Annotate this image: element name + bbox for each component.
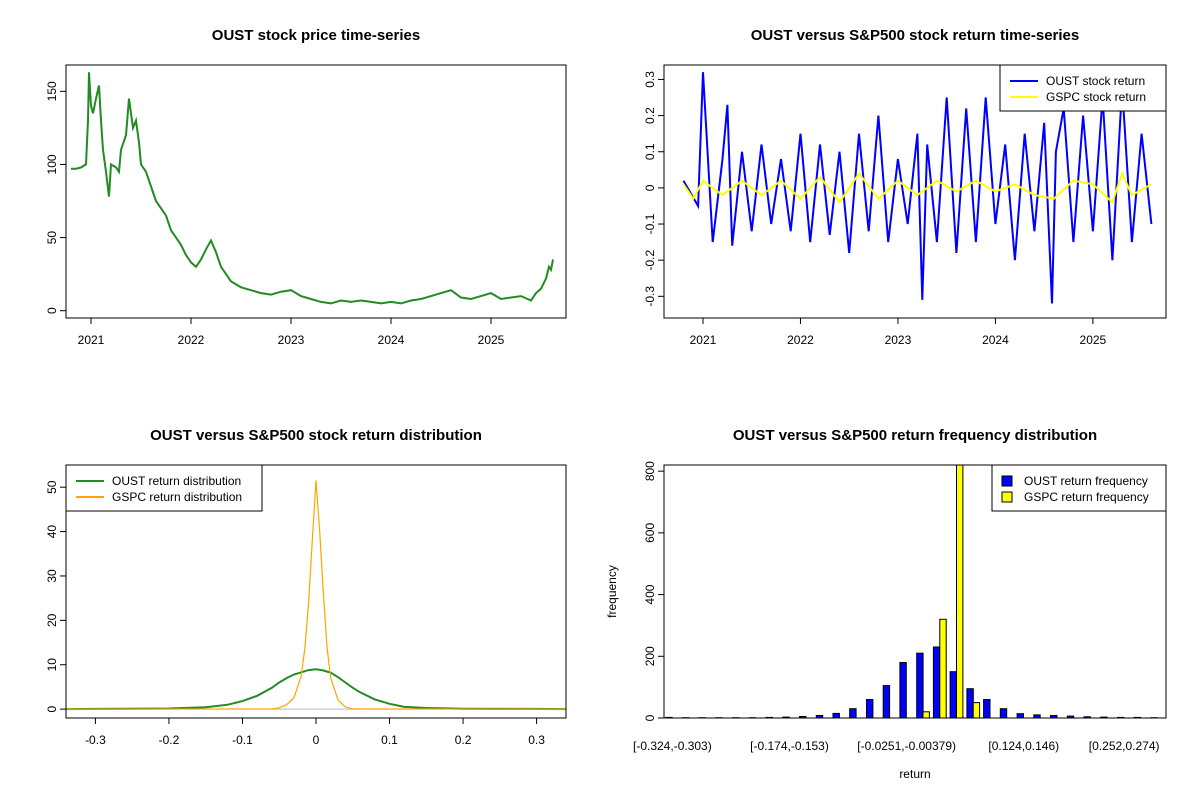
- legend-label: GSPC stock return: [1046, 90, 1146, 104]
- y-tick-label: 40: [45, 525, 59, 539]
- legend-box: [65, 464, 263, 512]
- x-tick-label: 2025: [478, 333, 505, 347]
- y-tick-label: 20: [45, 613, 59, 627]
- plot-frame: [65, 464, 567, 719]
- legend-box: [991, 464, 1167, 512]
- x-tick-label: [0.124,0.146): [988, 739, 1059, 753]
- bar-oust: [1033, 714, 1041, 718]
- bar-oust: [832, 712, 840, 718]
- y-tick-label: 0: [45, 705, 59, 712]
- y-tick-label: -0.3: [643, 286, 657, 307]
- x-tick-label: [-0.0251,-0.00379): [857, 739, 956, 753]
- chart-title: OUST stock price time-series: [212, 27, 420, 44]
- y-tick-label: 200: [643, 646, 657, 666]
- x-tick-label: [0.252,0.274): [1089, 739, 1160, 753]
- bar-oust: [882, 685, 891, 718]
- x-tick-label: 0: [313, 733, 320, 747]
- y-tick-label: 100: [45, 154, 59, 174]
- bar-gspc: [939, 618, 947, 718]
- legend: OUST return distribution GSPC return dist…: [65, 464, 263, 512]
- x-tick-label: 0.1: [381, 733, 398, 747]
- bar-oust: [932, 646, 941, 718]
- y-tick-label: 0: [643, 184, 657, 191]
- y-tick-label: 30: [45, 569, 59, 583]
- x-tick-label: 2024: [982, 333, 1009, 347]
- bar-oust: [1050, 715, 1058, 718]
- chart-panel-4: OUST versus S&P500 return frequency dist…: [605, 427, 1167, 781]
- legend: OUST return frequency GSPC return frequen…: [991, 464, 1167, 512]
- x-tick-label: -0.2: [159, 733, 180, 747]
- y-tick-label: 600: [643, 523, 657, 543]
- y-axis-label: frequency: [605, 565, 619, 618]
- chart-panel-2: OUST versus S&P500 stock return time-ser…: [643, 27, 1167, 347]
- x-tick-label: -0.1: [232, 733, 253, 747]
- y-tick-label: 400: [643, 584, 657, 604]
- y-tick-label: -0.1: [643, 213, 657, 234]
- series-line-1: [682, 72, 1153, 304]
- x-tick-label: -0.3: [85, 733, 106, 747]
- series-line-2: [682, 170, 1152, 205]
- series-line-2: [66, 480, 566, 710]
- bar-oust: [799, 716, 807, 718]
- chart-panel-3: OUST versus S&P500 stock return distribu…: [45, 427, 567, 747]
- y-tick-label: -0.2: [643, 250, 657, 271]
- bar-oust: [949, 671, 957, 718]
- y-tick-label: 0.1: [643, 143, 657, 160]
- y-tick-label: 0.3: [643, 71, 657, 88]
- legend-swatch: [1001, 475, 1013, 487]
- x-tick-label: 2022: [178, 333, 205, 347]
- bar-oust: [983, 699, 991, 718]
- y-tick-label: 0: [643, 714, 657, 721]
- chart-title: OUST versus S&P500 return frequency dist…: [733, 427, 1097, 444]
- x-tick-label: 0.2: [455, 733, 472, 747]
- bar-oust: [815, 715, 824, 718]
- x-tick-label: 2023: [885, 333, 912, 347]
- legend: OUST stock return GSPC stock return: [999, 64, 1167, 112]
- x-tick-label: 2021: [78, 333, 105, 347]
- y-tick-label: 50: [45, 480, 59, 494]
- legend-swatch: [1001, 491, 1013, 503]
- bar-oust: [849, 708, 857, 718]
- plot-frame: [65, 64, 567, 319]
- legend-label: GSPC return frequency: [1024, 490, 1149, 504]
- x-tick-label: 2022: [787, 333, 814, 347]
- chart-panel-1: OUST stock price time-series 0 50 100 150 202…: [45, 27, 567, 347]
- y-tick-label: 800: [643, 461, 657, 481]
- plot-frame: [663, 464, 1167, 719]
- y-tick-label: 0: [45, 307, 59, 314]
- bar-gspc: [972, 702, 981, 718]
- series-line-1: [71, 72, 554, 305]
- x-axis-label: return: [899, 767, 930, 781]
- bar-oust: [966, 688, 974, 718]
- bar-gspc: [922, 711, 930, 718]
- legend-box: [999, 64, 1167, 112]
- chart-title: OUST versus S&P500 stock return time-ser…: [751, 27, 1079, 44]
- bar-oust: [1016, 713, 1024, 718]
- x-tick-label: 2025: [1080, 333, 1107, 347]
- legend-label: OUST return frequency: [1024, 474, 1148, 488]
- bar-oust: [866, 699, 874, 718]
- bar-oust: [899, 662, 907, 718]
- bar-oust: [999, 708, 1008, 718]
- x-tick-label: 2021: [690, 333, 717, 347]
- legend-label: OUST stock return: [1046, 74, 1145, 88]
- x-tick-label: [-0.324,-0.303): [633, 739, 712, 753]
- y-tick-label: 10: [45, 658, 59, 672]
- legend-label: OUST return distribution: [112, 474, 241, 488]
- bar-gspc: [956, 465, 964, 718]
- y-tick-label: 0.2: [643, 107, 657, 124]
- y-tick-label: 150: [45, 81, 59, 101]
- series-line-1: [66, 668, 566, 711]
- y-tick-label: 50: [45, 231, 59, 245]
- x-tick-label: 2024: [378, 333, 405, 347]
- plot-frame: [663, 64, 1167, 319]
- chart-title: OUST versus S&P500 stock return distribu…: [150, 427, 482, 444]
- legend-label: GSPC return distribution: [112, 490, 242, 504]
- x-tick-label: 2023: [278, 333, 305, 347]
- x-tick-label: [-0.174,-0.153): [750, 739, 829, 753]
- x-tick-label: 0.3: [528, 733, 545, 747]
- bar-oust: [916, 652, 924, 718]
